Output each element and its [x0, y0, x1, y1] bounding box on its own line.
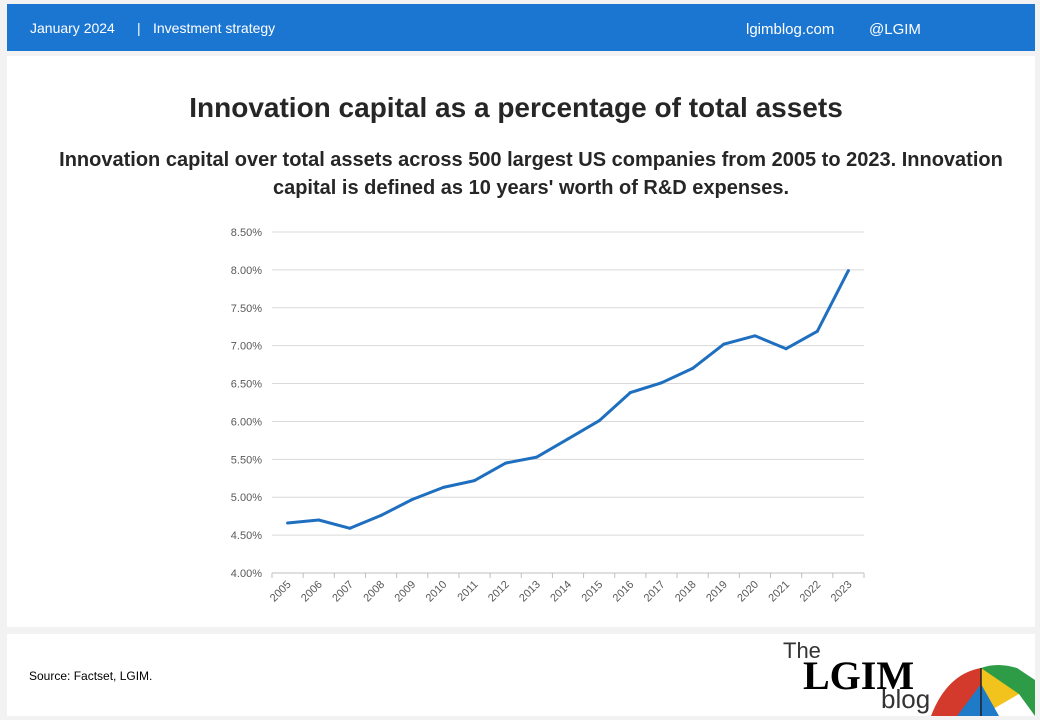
y-tick-label: 7.50% [231, 303, 262, 315]
header-site-link[interactable]: lgimblog.com [746, 21, 835, 38]
line-chart: 4.00% 4.50% 5.00% 5.50% 6.00% 6.50% 7.00% 7.50%… [231, 227, 865, 605]
header-date: January 2024 [30, 20, 115, 36]
data-point [379, 513, 383, 517]
data-point [535, 455, 539, 459]
data-point [504, 461, 508, 465]
logo-the-text: The [783, 638, 821, 663]
data-point [691, 366, 695, 370]
logo-blog-text: blog [881, 684, 931, 714]
header-separator: | [137, 20, 141, 36]
data-point [566, 437, 570, 441]
data-point [473, 479, 477, 483]
data-point [722, 342, 726, 346]
x-tick-label: 2009 [393, 579, 419, 605]
data-point [441, 485, 445, 489]
data-point [753, 334, 757, 338]
data-point [846, 269, 850, 273]
x-tick-label: 2022 [798, 579, 824, 605]
x-tick-label: 2021 [766, 579, 792, 605]
source-note: Source: Factset, LGIM. [29, 669, 153, 683]
data-point [286, 521, 290, 525]
data-point [815, 329, 819, 333]
chart-title: Innovation capital as a percentage of to… [189, 92, 843, 123]
data-point [628, 391, 632, 395]
x-tick-label: 2013 [517, 579, 543, 605]
y-tick-label: 4.00% [231, 568, 262, 580]
lgim-blog-logo[interactable]: The LGIM blog [777, 634, 1035, 716]
x-tick-label: 2020 [735, 579, 761, 605]
chart-panel: Innovation capital as a percentage of to… [7, 56, 1035, 627]
x-tick-label: 2005 [268, 579, 294, 605]
x-tick-label: 2010 [424, 579, 450, 605]
series-line [287, 269, 850, 530]
x-tick-label: 2023 [829, 579, 855, 605]
x-tick-label: 2012 [486, 579, 512, 605]
y-tick-label: 5.00% [231, 492, 262, 504]
chart-subtitle: Innovation capital over total assets acr… [59, 149, 1003, 199]
data-point [348, 526, 352, 530]
x-tick-label: 2014 [548, 579, 574, 605]
x-tick-label: 2008 [361, 579, 387, 605]
logo-lgim-text: LGIM [803, 653, 915, 698]
x-tick-label: 2015 [579, 579, 605, 605]
y-tick-label: 6.00% [231, 416, 262, 428]
data-point [659, 381, 663, 385]
header-bar: January 2024 | Investment strategy lgimb… [7, 4, 1035, 51]
x-tick-label: 2019 [704, 579, 730, 605]
data-point [784, 347, 788, 351]
x-tick-label: 2011 [455, 579, 480, 604]
data-point [317, 518, 321, 522]
footer-bar: Source: Factset, LGIM. The LGIM blog [7, 634, 1035, 716]
y-tick-label: 5.50% [231, 454, 262, 466]
y-tick-label: 8.00% [231, 265, 262, 277]
y-tick-label: 7.00% [231, 341, 262, 353]
data-point [410, 497, 414, 501]
x-tick-label: 2016 [611, 579, 637, 605]
x-tick-label: 2017 [642, 579, 668, 605]
header-twitter-handle-link[interactable]: @LGIM [869, 21, 921, 38]
x-tick-label: 2006 [299, 579, 325, 605]
x-tick-label: 2018 [673, 579, 699, 605]
y-tick-label: 6.50% [231, 379, 262, 391]
data-point [597, 419, 601, 423]
header-topic-link[interactable]: Investment strategy [153, 20, 276, 36]
umbrella-icon [931, 665, 1035, 716]
y-tick-label: 8.50% [231, 227, 262, 239]
y-tick-label: 4.50% [231, 530, 262, 542]
x-tick-label: 2007 [330, 579, 356, 605]
